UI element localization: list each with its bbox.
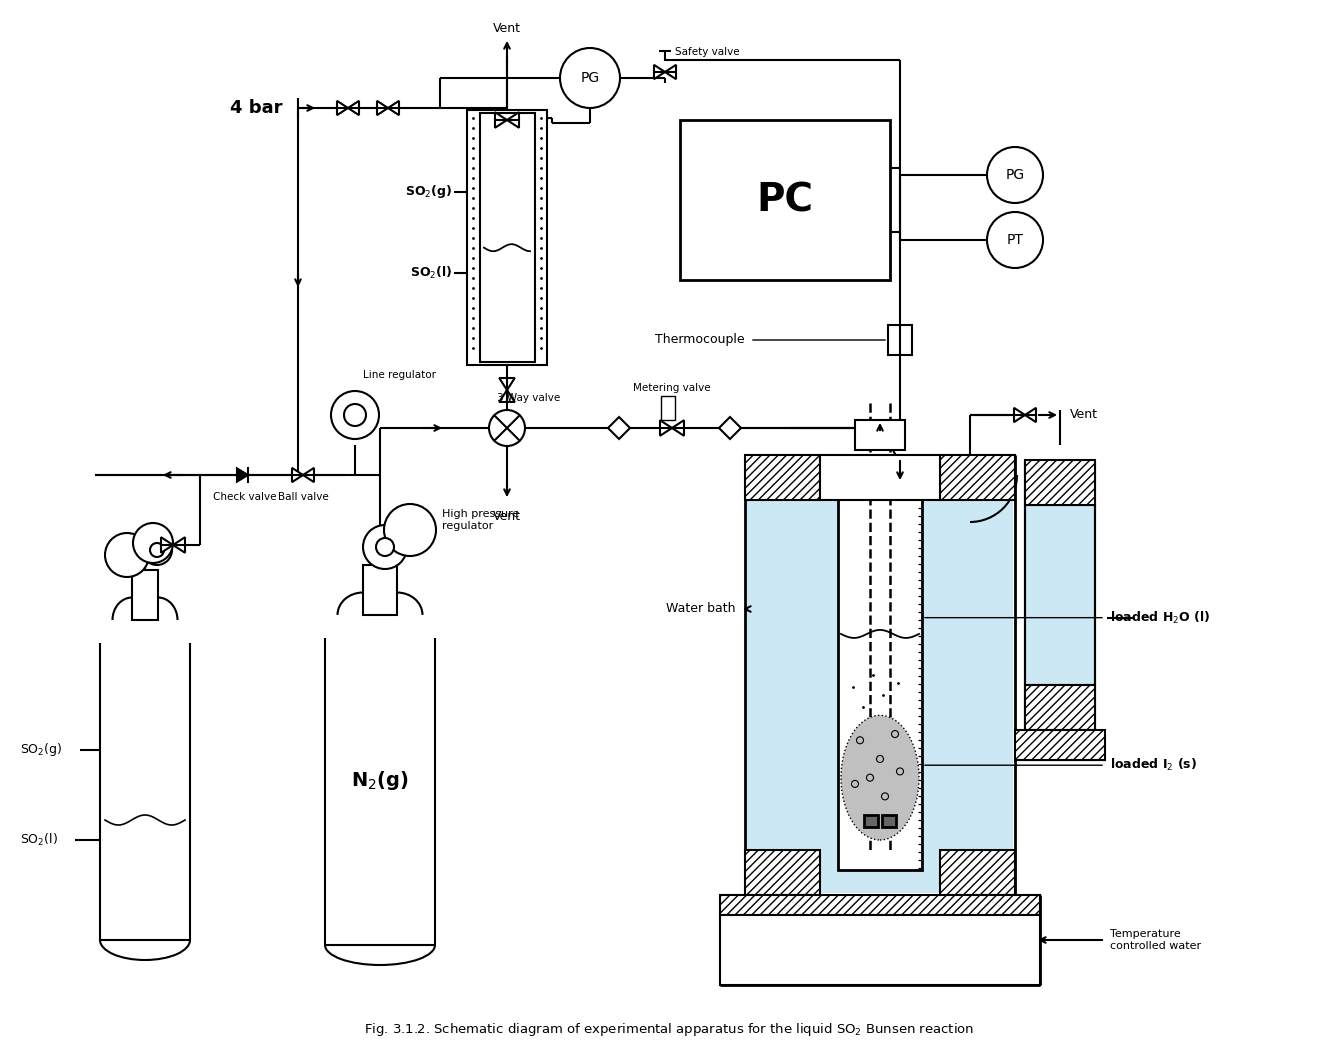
Polygon shape — [507, 112, 520, 128]
Polygon shape — [1024, 408, 1036, 422]
Text: Vent: Vent — [493, 21, 521, 35]
Text: 4 bar: 4 bar — [229, 99, 283, 117]
Polygon shape — [292, 468, 303, 483]
Text: Temperature
controlled water: Temperature controlled water — [1110, 929, 1201, 950]
Bar — [744, 455, 819, 500]
Polygon shape — [348, 101, 359, 115]
Text: SO$_2$(g): SO$_2$(g) — [20, 742, 63, 758]
Circle shape — [104, 533, 149, 577]
Polygon shape — [672, 421, 684, 435]
Bar — [133, 570, 158, 620]
Polygon shape — [665, 65, 676, 79]
Text: Vent: Vent — [1070, 408, 1098, 422]
Text: PG: PG — [1006, 168, 1024, 181]
Text: Vent: Vent — [493, 510, 521, 522]
Polygon shape — [499, 378, 514, 390]
Text: SO$_2$(g): SO$_2$(g) — [404, 184, 453, 200]
Bar — [744, 850, 819, 895]
Polygon shape — [303, 468, 315, 483]
Circle shape — [331, 391, 379, 438]
Bar — [940, 850, 1015, 895]
Text: Safety valve: Safety valve — [675, 47, 739, 57]
Text: SO$_2$(l): SO$_2$(l) — [20, 832, 58, 848]
Circle shape — [142, 535, 171, 565]
Circle shape — [560, 48, 620, 108]
Text: loaded I$_2$ (s): loaded I$_2$ (s) — [1110, 757, 1197, 773]
Circle shape — [987, 147, 1043, 204]
Bar — [1024, 461, 1095, 505]
Bar — [856, 420, 905, 450]
Circle shape — [376, 538, 394, 556]
Bar — [864, 815, 878, 827]
Bar — [1024, 505, 1095, 685]
Bar — [479, 113, 536, 362]
Text: Line regulator: Line regulator — [363, 370, 437, 380]
Text: Check valve: Check valve — [213, 492, 277, 502]
Text: PT: PT — [1007, 233, 1023, 247]
Circle shape — [133, 523, 173, 563]
Bar — [363, 565, 396, 615]
Polygon shape — [378, 101, 388, 115]
Text: PC: PC — [757, 181, 814, 219]
Bar — [720, 915, 1040, 985]
Text: High pressure
regulator: High pressure regulator — [442, 509, 520, 531]
Polygon shape — [388, 101, 399, 115]
Bar — [940, 455, 1015, 500]
Circle shape — [344, 404, 366, 426]
Polygon shape — [337, 101, 348, 115]
Text: Fig. 3.1.2. Schematic diagram of experimental apparatus for the liquid SO$_2$ Bu: Fig. 3.1.2. Schematic diagram of experim… — [364, 1022, 975, 1039]
Text: Thermocouple: Thermocouple — [655, 334, 744, 346]
Text: SO$_2$(l): SO$_2$(l) — [410, 265, 453, 281]
Bar — [838, 463, 923, 870]
Text: PG: PG — [580, 71, 600, 85]
Bar — [1015, 730, 1105, 759]
Polygon shape — [608, 418, 631, 438]
Bar — [720, 895, 1040, 915]
Polygon shape — [499, 390, 514, 402]
Text: loaded H$_2$O (l): loaded H$_2$O (l) — [1110, 609, 1210, 625]
Polygon shape — [719, 418, 740, 438]
Ellipse shape — [841, 715, 919, 840]
Bar — [747, 457, 1014, 893]
Bar — [661, 397, 675, 420]
Circle shape — [363, 524, 407, 569]
Bar — [467, 110, 548, 365]
Circle shape — [384, 504, 437, 556]
Bar — [1024, 685, 1095, 730]
Text: Ball valve: Ball valve — [277, 492, 328, 502]
Polygon shape — [495, 112, 507, 128]
Bar — [680, 120, 890, 280]
Polygon shape — [653, 65, 665, 79]
Circle shape — [987, 212, 1043, 267]
Text: Water bath: Water bath — [665, 602, 735, 616]
Circle shape — [489, 410, 525, 446]
Text: 3 Way valve: 3 Way valve — [497, 393, 560, 403]
Bar — [882, 815, 896, 827]
Polygon shape — [660, 421, 672, 435]
Polygon shape — [173, 537, 185, 553]
Polygon shape — [1014, 408, 1024, 422]
Text: N$_2$(g): N$_2$(g) — [351, 769, 408, 792]
Bar — [888, 325, 912, 355]
Bar — [819, 455, 940, 500]
Polygon shape — [161, 537, 173, 553]
Text: Metering valve: Metering valve — [633, 383, 711, 393]
Polygon shape — [237, 469, 248, 481]
Circle shape — [150, 543, 163, 557]
